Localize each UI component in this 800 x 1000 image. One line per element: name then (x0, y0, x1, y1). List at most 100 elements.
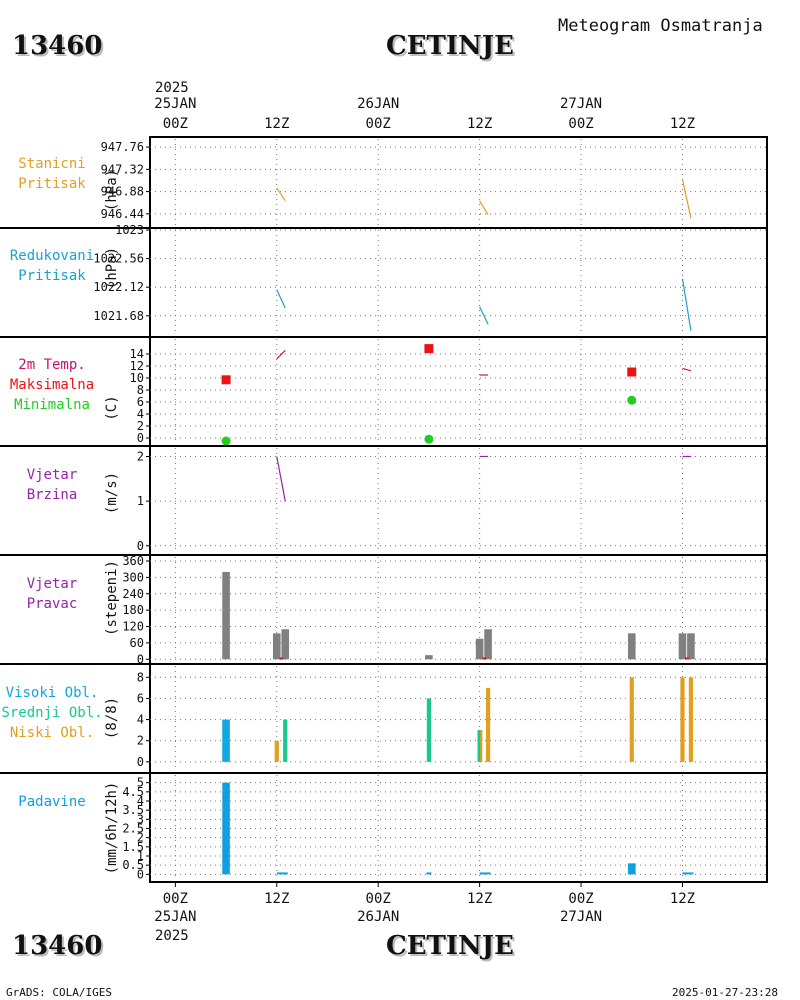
bar (629, 677, 634, 762)
station-id-bottom-shadow: 13460 (14, 933, 104, 963)
row-label: Padavine (18, 794, 85, 810)
row-label: Vjetar (27, 576, 78, 592)
top-hour-label: 12Z (264, 116, 289, 132)
station-name-bottom-shadow: CETINJE (388, 933, 516, 963)
row-label: Brzina (27, 487, 78, 503)
y-tick-label: 0 (137, 539, 144, 553)
row-label: Pritisak (18, 176, 86, 192)
y-tick-label: 1022.56 (93, 252, 144, 266)
y-tick-label: 0 (137, 867, 144, 881)
bar (272, 633, 281, 660)
bottom-date-label: 25JAN (154, 909, 196, 925)
series-line (276, 187, 286, 202)
bar (283, 719, 288, 762)
row-label: Vjetar (27, 467, 78, 483)
y-tick-label: 180 (122, 603, 144, 617)
bottom-year-label: 2025 (155, 928, 189, 944)
y-axis-label: (m/s) (104, 472, 120, 514)
bar (477, 730, 482, 762)
y-tick-label: 120 (122, 620, 144, 634)
bottom-hour-label: 12Z (670, 891, 695, 907)
panels-group: 946.44 946.88 947.32 947.76 Stanicni Pritisak… (0, 136, 768, 883)
row-label: Niski Obl. (10, 725, 94, 741)
y-tick-label: 4 (137, 713, 144, 727)
y-tick-label: 10 (130, 371, 144, 385)
row-label: Minimalna (14, 397, 90, 413)
tmin-marker (627, 395, 637, 405)
row-label: 2m Temp. (18, 357, 85, 373)
y-tick-label: 300 (122, 570, 144, 584)
row-label: Srednji Obl. (1, 705, 102, 721)
series-line (479, 306, 489, 325)
series-line (276, 289, 286, 309)
bar (480, 730, 483, 762)
y-tick-label: 4 (137, 794, 144, 808)
row-label: Redukovani (10, 248, 94, 264)
panel-station_pressure: 946.44 946.88 947.32 947.76 Stanicni Pritisak… (18, 139, 767, 226)
top-year-label: 2025 (155, 80, 189, 96)
series-line (682, 367, 692, 372)
y-tick-label: 947.32 (101, 162, 144, 176)
software-credit: GrADS: COLA/IGES (6, 986, 112, 999)
y-tick-label: 60 (130, 636, 144, 650)
y-tick-label: 1 (137, 494, 144, 508)
y-tick-label: 946.88 (101, 185, 144, 199)
y-tick-label: 4 (137, 407, 144, 421)
y-tick-label: 1021.68 (93, 309, 144, 323)
tmin-marker (424, 434, 434, 444)
y-axis-label: (8/8) (104, 697, 120, 739)
bar (222, 571, 230, 660)
top-hour-label: 00Z (366, 116, 391, 132)
panel-clouds: 0 2 4 6 8 Visoki Obl. Srednji Obl. Niski Obl. (8… (0, 663, 768, 771)
station-name-shadow: CETINJE (388, 33, 516, 63)
meteogram-title: Meteogram Osmatranja (558, 16, 763, 36)
top-date-label: 25JAN (154, 96, 196, 112)
y-tick-label: 1023 (115, 223, 144, 237)
bar (281, 629, 290, 660)
top-date-label: 27JAN (560, 96, 602, 112)
bottom-hour-label: 00Z (568, 891, 593, 907)
y-axis-label: (mm/6h/12h) (104, 782, 120, 875)
top-hour-label: 12Z (670, 116, 695, 132)
y-tick-label: 8 (137, 670, 144, 684)
row-label: Pravac (27, 596, 78, 612)
station-id-shadow: 13460 (14, 33, 104, 63)
tmax-marker (221, 375, 231, 385)
bar (222, 719, 230, 762)
panel-wind_direction: 0 60 120 180 240 300 360 Vjetar Pravac (stepeni) (0, 554, 768, 666)
bar (274, 740, 279, 762)
bar (484, 629, 492, 660)
bottom-hour-label: 00Z (366, 891, 391, 907)
top-time-axis: 25JAN 00Z 12Z 26JAN 00Z 12Z 27JAN 00Z 12Z (154, 96, 695, 132)
bottom-date-label: 26JAN (357, 909, 399, 925)
series-line (681, 179, 692, 219)
panel-wind_speed: 0 1 2 Vjetar Brzina (m/s) (0, 445, 768, 553)
y-tick-label: 1022.12 (93, 280, 144, 294)
top-hour-label: 12Z (467, 116, 492, 132)
y-tick-label: 4.5 (122, 785, 144, 799)
series-line (479, 200, 489, 216)
station-name-bottom: CETINJE (386, 931, 514, 961)
y-tick-label: 2 (137, 449, 144, 463)
series-line (681, 278, 692, 331)
top-date-label: 26JAN (357, 96, 399, 112)
top-hour-label: 00Z (568, 116, 593, 132)
bottom-hour-label: 12Z (467, 891, 492, 907)
station-name-top: CETINJE (386, 31, 514, 61)
y-axis-label: (C) (104, 395, 120, 420)
row-label: Visoki Obl. (6, 685, 99, 701)
row-label: Maksimalna (10, 377, 94, 393)
tmin-marker (221, 436, 231, 446)
top-hour-label: 00Z (163, 116, 188, 132)
bottom-date-label: 27JAN (560, 909, 602, 925)
y-tick-label: 2.5 (122, 822, 144, 836)
bar (485, 687, 491, 762)
plot-frame (149, 136, 768, 883)
series-line (276, 456, 286, 502)
y-tick-label: 2 (137, 419, 144, 433)
bar (475, 638, 484, 660)
row-label: Pritisak (18, 268, 86, 284)
bar (627, 633, 636, 660)
